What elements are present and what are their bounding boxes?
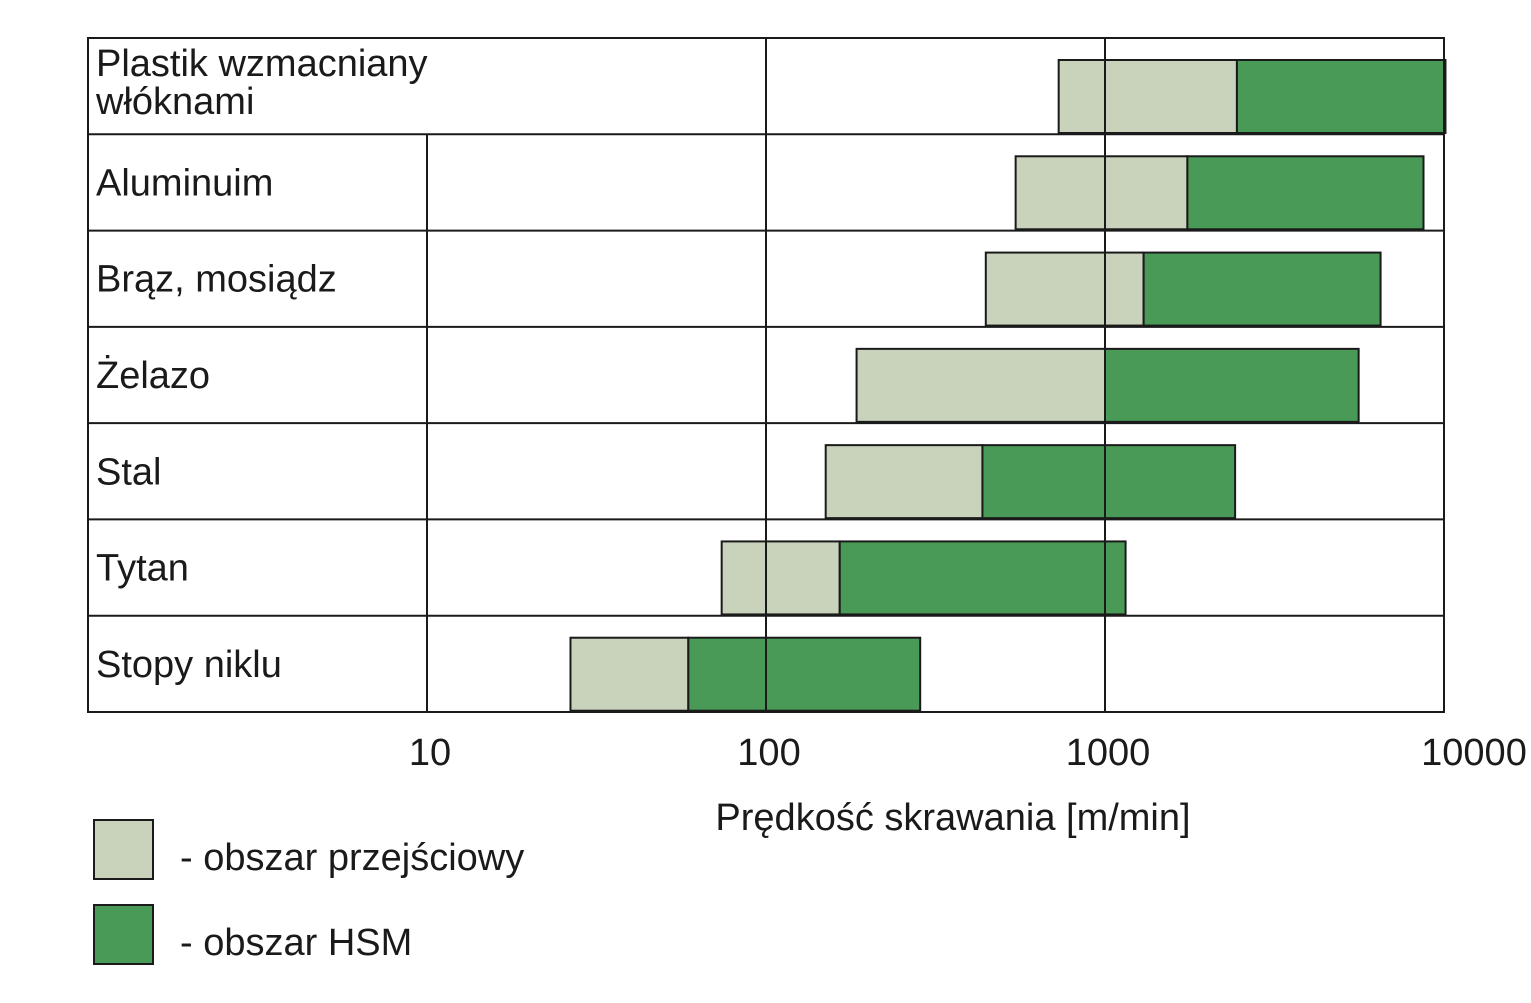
category-label: Stopy niklu xyxy=(96,644,282,686)
x-tick-label: 10 xyxy=(409,732,451,774)
bar-transition-elazo xyxy=(855,347,1107,423)
legend: - obszar przejściowy - obszar HSM xyxy=(93,819,524,965)
legend-label-hsm: - obszar HSM xyxy=(180,922,412,964)
bar-hsm-br-z-mosi-dz xyxy=(1142,251,1382,327)
bar-hsm-plastik-wzmacniany-w-knami xyxy=(1235,59,1447,134)
bar-hsm-tytan xyxy=(838,540,1127,616)
bar-transition-aluminuim xyxy=(1014,155,1189,231)
bar-transition-br-z-mosi-dz xyxy=(984,251,1145,327)
category-label: Brąz, mosiądz xyxy=(96,259,337,301)
category-label: Stal xyxy=(96,451,161,493)
category-label: Żelazo xyxy=(96,354,210,397)
category-label: Tytan xyxy=(96,548,189,590)
bar-transition-plastik-wzmacniany-w-knami xyxy=(1057,59,1238,134)
legend-swatch-hsm xyxy=(93,904,154,965)
plot-frame xyxy=(87,37,1445,713)
legend-label-transition: - obszar przejściowy xyxy=(180,837,524,879)
category-label: Aluminuim xyxy=(96,162,273,204)
bar-hsm-stopy-niklu xyxy=(687,636,922,712)
bar-hsm-stal xyxy=(981,444,1237,520)
x-tick-label: 10000 xyxy=(1421,732,1527,774)
bar-transition-stal xyxy=(824,444,984,520)
x-tick-label: 1000 xyxy=(1066,732,1151,774)
bar-hsm-elazo xyxy=(1104,347,1360,423)
legend-swatch-transition xyxy=(93,819,154,880)
bar-transition-tytan xyxy=(720,540,841,616)
decade-lines xyxy=(426,38,1106,712)
bars-layer xyxy=(569,59,1447,712)
category-label: Plastik wzmacniany xyxy=(96,43,428,85)
bar-transition-stopy-niklu xyxy=(569,636,690,712)
x-tick-labels: 10 100 1000 10000 xyxy=(409,732,1527,774)
x-axis-title: Prędkość skrawania [m/min] xyxy=(715,797,1190,839)
category-label: włóknami xyxy=(95,81,254,123)
x-tick-label: 100 xyxy=(737,732,800,774)
category-labels: Plastik wzmacniany włóknami Aluminuim Brąz… xyxy=(95,43,428,686)
bar-hsm-aluminuim xyxy=(1186,155,1425,231)
